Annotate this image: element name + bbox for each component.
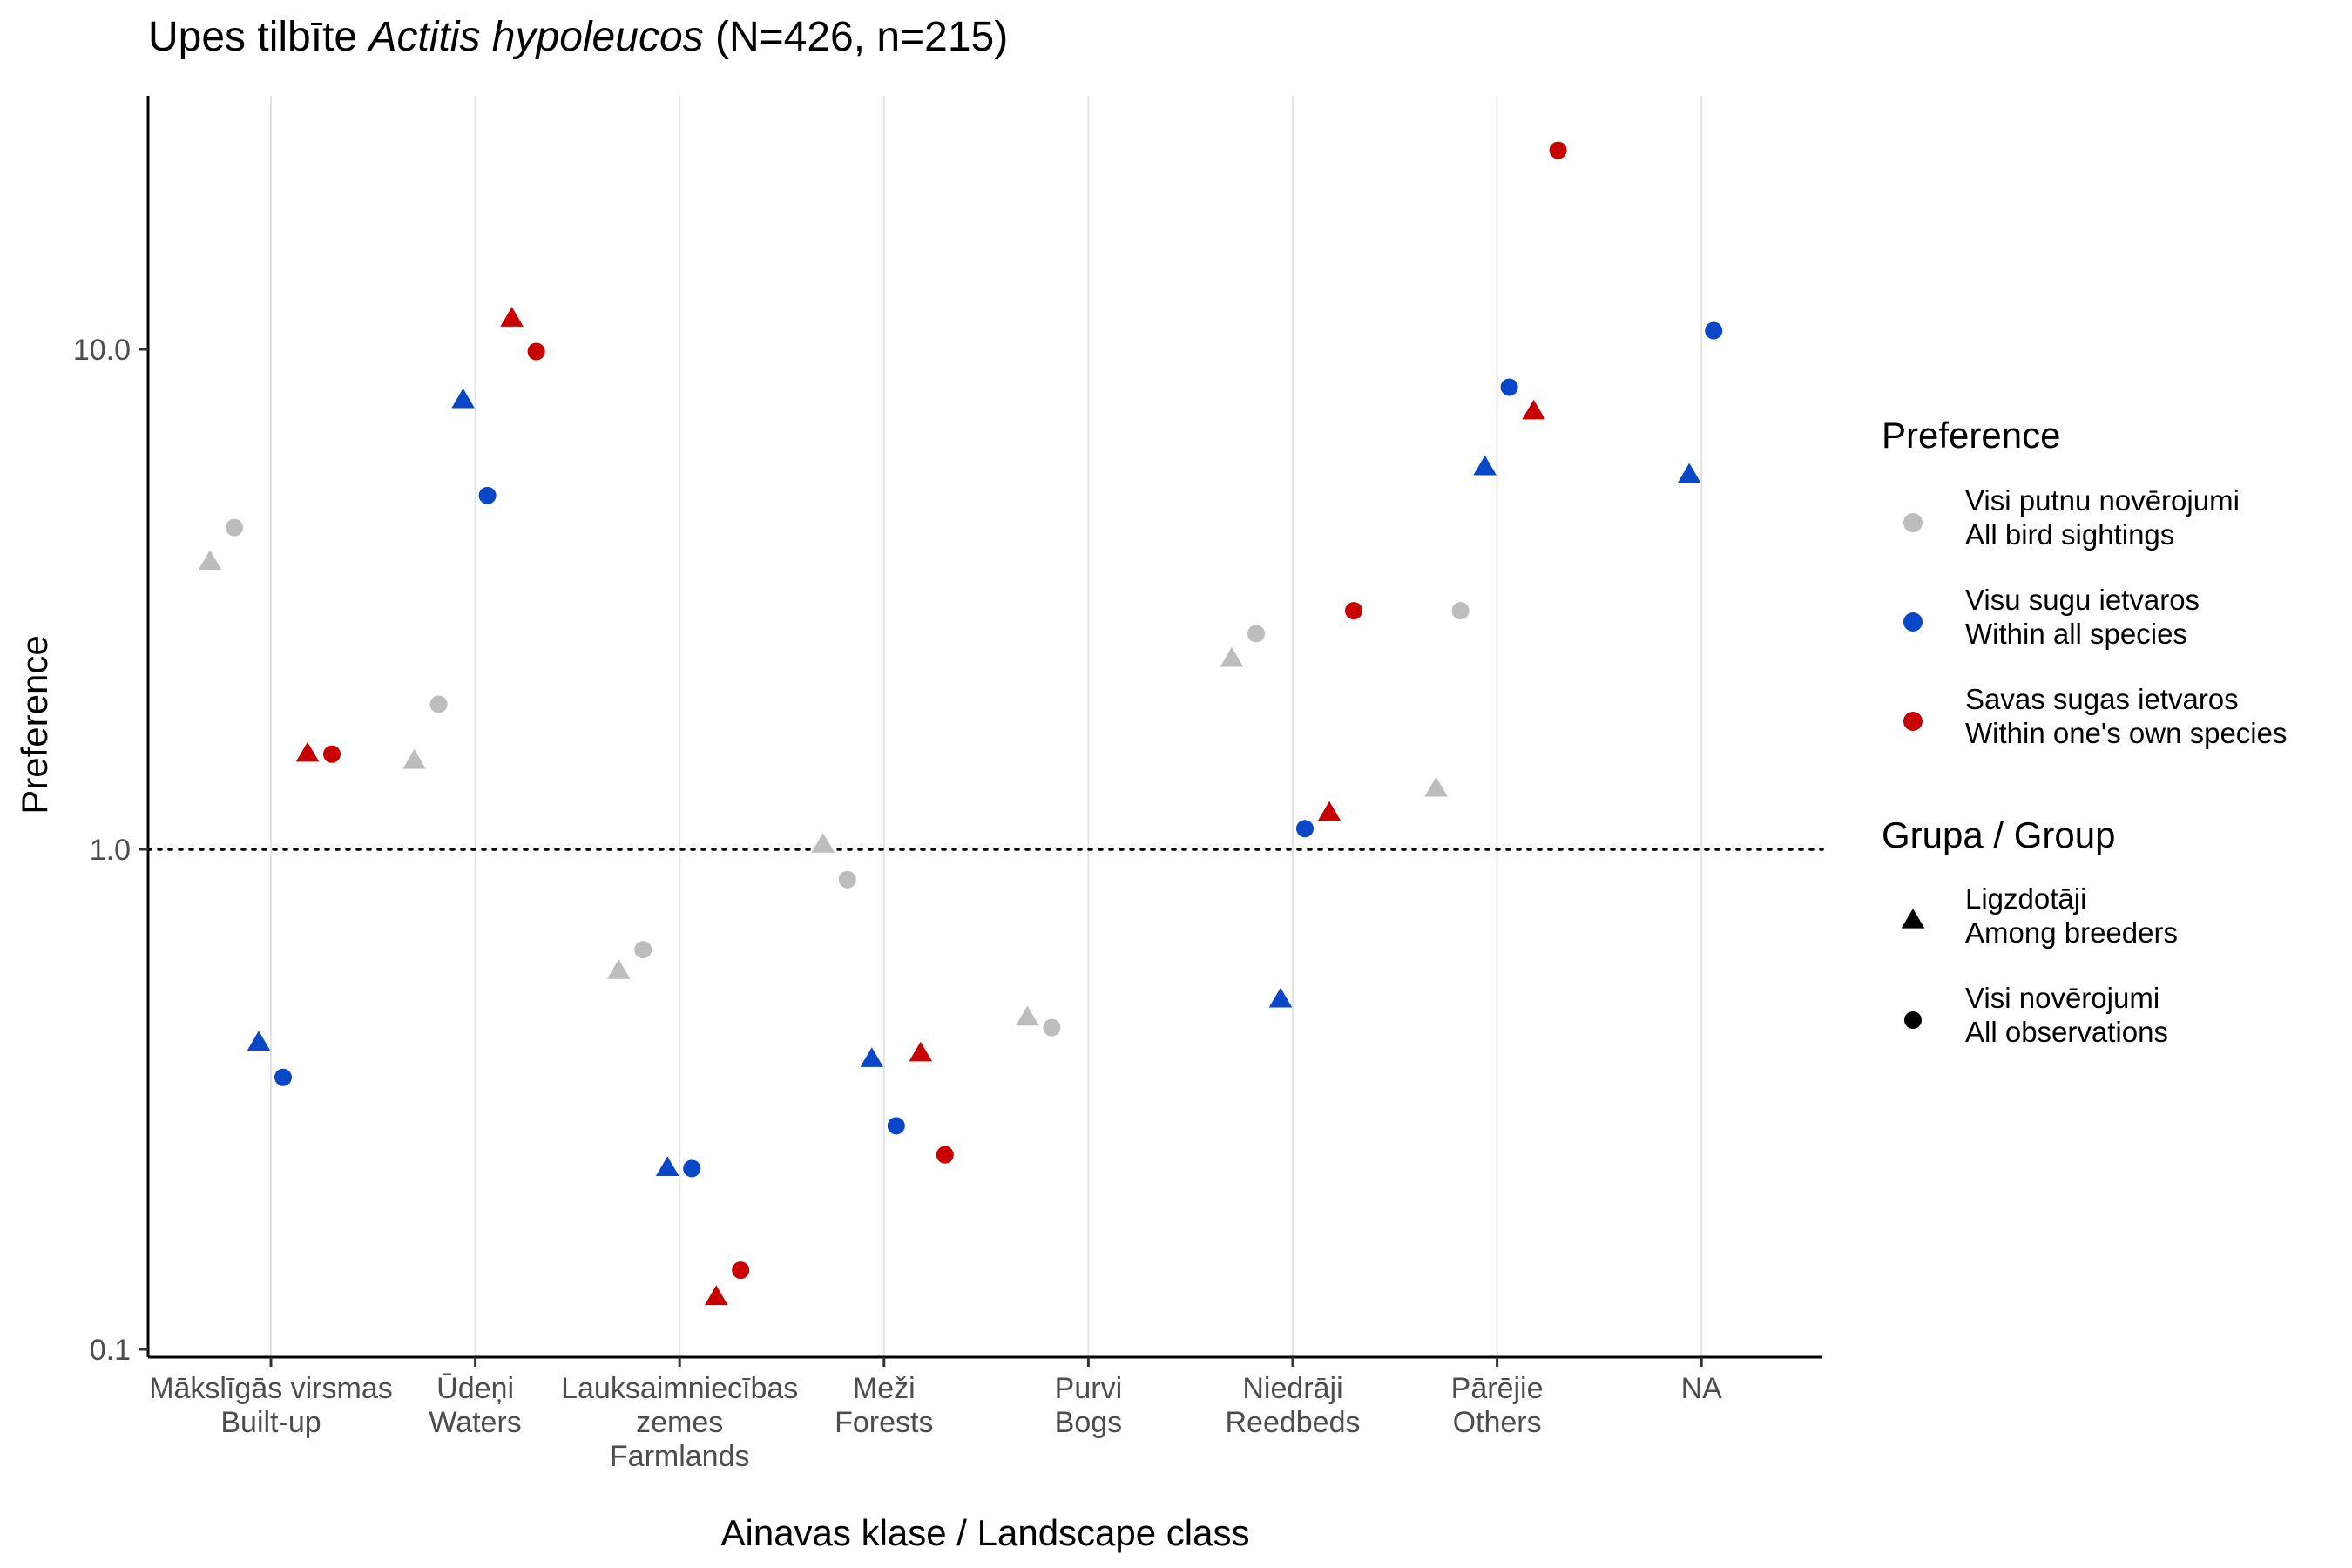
data-point-all_species-breeders-0 <box>247 1031 271 1051</box>
x-tick-label-6: Pārējie Others <box>1451 1372 1544 1439</box>
data-point-own_species-breeders-2 <box>704 1285 728 1306</box>
legend-label-all_birds-en: All bird sightings <box>1965 518 2174 551</box>
data-point-all_birds-breeders-1 <box>402 748 426 769</box>
data-point-own_species-all_obs-6 <box>1549 141 1567 159</box>
chart-title-suffix: (N=426, n=215) <box>704 14 1009 60</box>
data-point-own_species-breeders-6 <box>1522 399 1545 420</box>
legend-key-all_species <box>1903 612 1923 632</box>
data-point-all_species-all_obs-6 <box>1500 378 1518 396</box>
legend-title-group: Grupa / Group <box>1882 814 2115 855</box>
x-tick-label-3: Meži Forests <box>835 1372 933 1439</box>
axes <box>146 96 1822 1359</box>
data-point-own_species-breeders-3 <box>909 1041 933 1062</box>
data-point-all_birds-all_obs-4 <box>1043 1018 1061 1037</box>
grid-lines <box>270 96 1703 1357</box>
legend-title-preference: Preference <box>1882 415 2060 456</box>
x-tick-label-7: NA <box>1681 1372 1723 1405</box>
x-tick-label-5: Niedrāji Reedbeds <box>1225 1372 1360 1439</box>
x-tick-label-4: Purvi Bogs <box>1055 1372 1123 1439</box>
data-point-all_species-breeders-2 <box>655 1156 679 1177</box>
data-point-all_birds-all_obs-6 <box>1451 602 1470 620</box>
legend-label-all_birds-lv: Visi putnu novērojumi <box>1965 484 2240 517</box>
legend-key-all_obs <box>1904 1011 1922 1029</box>
y-axis-ticks: 0.1 1.0 10.0 <box>73 334 148 1367</box>
data-point-own_species-all_obs-0 <box>323 745 341 763</box>
data-point-all_species-breeders-3 <box>860 1047 884 1067</box>
x-axis-ticks: Mākslīgās virsmas Built-up Ūdeņi Waters Lauk… <box>149 1357 1722 1473</box>
data-point-all_birds-breeders-2 <box>606 959 631 979</box>
x-axis-title: Ainavas klase / Landscape class <box>720 1512 1249 1553</box>
legend-label-breeders-lv: Ligzdotāji <box>1965 882 2086 915</box>
y-tick-label-1: 1.0 <box>90 834 131 867</box>
data-point-own_species-all_obs-2 <box>732 1261 750 1280</box>
data-point-all_species-all_obs-7 <box>1705 321 1723 340</box>
legend-label-all_obs-en: All observations <box>1965 1016 2168 1048</box>
data-point-all_species-breeders-6 <box>1473 455 1497 476</box>
legend-key-all_birds <box>1903 513 1923 532</box>
data-point-all_birds-all_obs-1 <box>429 695 448 713</box>
data-point-own_species-all_obs-5 <box>1345 602 1362 620</box>
data-points <box>198 141 1723 1306</box>
x-tick-label-2: Lauksaimniecības zemes Farmlands <box>561 1372 798 1473</box>
legend-label-own_species-en: Within one's own species <box>1965 717 2287 749</box>
chart-title-species: Actitis hypoleucos <box>366 14 703 60</box>
legend-label-all_obs-lv: Visi novērojumi <box>1965 982 2159 1014</box>
data-point-all_species-all_obs-5 <box>1296 820 1314 838</box>
data-point-all_birds-all_obs-3 <box>838 870 856 889</box>
data-point-all_birds-breeders-0 <box>198 550 222 571</box>
data-point-all_species-breeders-5 <box>1268 987 1293 1008</box>
data-point-own_species-breeders-1 <box>500 307 524 327</box>
data-point-own_species-all_obs-3 <box>936 1146 954 1164</box>
data-point-all_birds-breeders-5 <box>1220 646 1244 667</box>
data-point-own_species-breeders-0 <box>295 741 320 762</box>
legend-label-all_species-lv: Visu sugu ietvaros <box>1965 584 2200 616</box>
legend-key-own_species <box>1903 712 1923 731</box>
data-point-all_species-all_obs-1 <box>478 486 497 504</box>
chart-title-prefix: Upes tilbīte <box>148 14 368 60</box>
data-point-all_species-breeders-1 <box>451 388 475 409</box>
data-point-all_birds-all_obs-2 <box>634 941 652 959</box>
legend-label-own_species-lv: Savas sugas ietvaros <box>1965 683 2239 715</box>
legend-label-all_species-en: Within all species <box>1965 618 2187 650</box>
data-point-all_birds-breeders-4 <box>1016 1005 1039 1026</box>
data-point-all_birds-all_obs-0 <box>226 518 243 537</box>
data-point-all_species-all_obs-0 <box>274 1068 292 1086</box>
data-point-own_species-breeders-5 <box>1317 801 1342 821</box>
legend-label-breeders-en: Among breeders <box>1965 916 2178 949</box>
data-point-all_species-all_obs-2 <box>683 1159 701 1178</box>
data-point-all_species-all_obs-3 <box>887 1117 905 1135</box>
data-point-all_birds-all_obs-5 <box>1247 625 1265 643</box>
x-tick-label-0: Mākslīgās virsmas Built-up <box>149 1372 393 1439</box>
data-point-all_species-breeders-7 <box>1677 463 1701 483</box>
data-point-own_species-all_obs-1 <box>527 342 545 361</box>
legend-key-breeders <box>1901 909 1925 929</box>
chart-title: Upes tilbīte Actitis hypoleucos (N=426, … <box>148 14 1008 60</box>
y-tick-label-2: 10.0 <box>73 334 131 367</box>
y-tick-label-0: 0.1 <box>90 1334 131 1367</box>
y-axis-title: Preference <box>14 635 55 814</box>
data-point-all_birds-breeders-6 <box>1424 776 1448 797</box>
x-tick-label-1: Ūdeņi Waters <box>429 1372 521 1439</box>
data-point-all_birds-breeders-3 <box>811 833 835 853</box>
